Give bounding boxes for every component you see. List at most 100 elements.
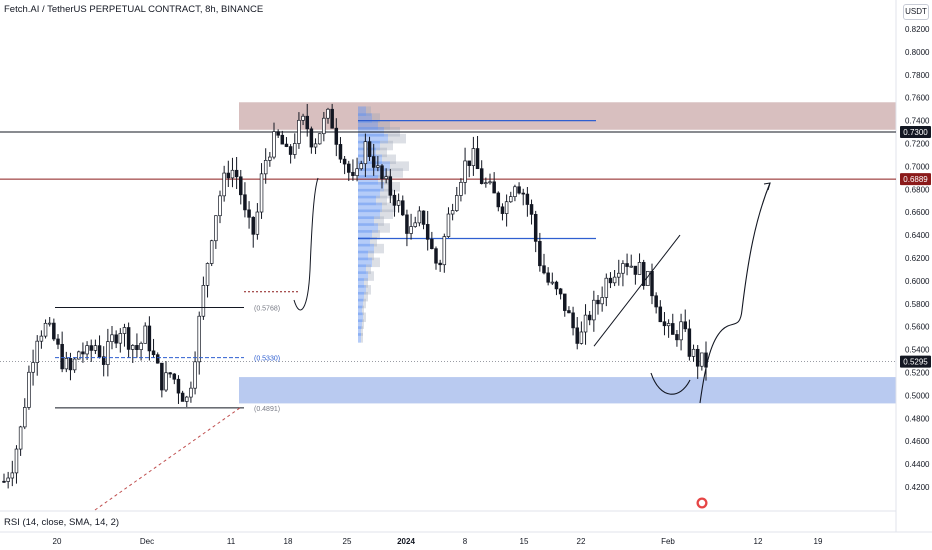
candle-body: [392, 194, 397, 206]
profile-bar: [358, 202, 382, 213]
candle-body: [479, 168, 484, 184]
profile-bar-secondary: [368, 271, 374, 281]
candle-body: [301, 115, 305, 121]
y-tick-label: 0.6400: [905, 231, 930, 240]
candle-body: [621, 263, 625, 274]
candle-body: [450, 210, 455, 215]
candle-body: [467, 160, 471, 166]
candle-body: [52, 322, 56, 340]
profile-bar: [358, 271, 368, 281]
candle-body: [654, 295, 658, 308]
x-tick-label: 8: [463, 537, 468, 546]
profile-bar: [358, 250, 368, 261]
candle-body: [695, 348, 700, 367]
candle-body: [6, 477, 10, 482]
price-axis[interactable]: 0.8200 0.8000 0.7800 0.7600 0.7400 0.7200 0.70…: [905, 25, 930, 492]
candle-body: [101, 356, 106, 365]
profile-bar: [358, 285, 366, 295]
candle-body: [529, 204, 534, 215]
profile-bar-secondary: [362, 319, 364, 329]
candle-body: [255, 211, 260, 235]
candle-body: [189, 387, 193, 398]
y-tick-label: 0.6800: [905, 185, 930, 194]
candle-body: [313, 143, 318, 148]
currency-button[interactable]: USDT: [903, 4, 929, 20]
candle-body: [700, 352, 704, 367]
rsi-indicator-label[interactable]: RSI (14, close, SMA, 14, 2): [4, 517, 120, 528]
profile-bar-secondary: [366, 106, 371, 116]
candle-body: [583, 314, 588, 333]
profile-bar-secondary: [376, 147, 387, 158]
candle-body: [297, 119, 301, 144]
candle-body: [396, 200, 401, 206]
candle-body: [633, 265, 638, 275]
candle-body: [135, 345, 139, 350]
candle-body: [492, 181, 496, 194]
candle-body: [525, 193, 530, 205]
candle-body: [39, 335, 44, 342]
candle-body: [587, 314, 592, 321]
profile-bar-secondary: [380, 188, 393, 199]
candle-body: [193, 361, 197, 389]
candle-body: [326, 108, 330, 119]
candle-body: [106, 341, 110, 365]
time-axis[interactable]: 20 Dec 11 18 25 2024 8 15 22 Feb 12 19: [53, 537, 823, 546]
candle-body: [513, 186, 517, 197]
candle-body: [421, 210, 426, 225]
candle-body: [662, 321, 667, 327]
candle-body: [263, 160, 268, 175]
profile-bar: [358, 188, 380, 199]
x-tick-label: 12: [754, 537, 763, 546]
candle-body: [155, 354, 160, 364]
profile-bar: [358, 120, 378, 130]
demand-zone: [239, 377, 896, 404]
candle-body: [542, 265, 546, 274]
candle-body: [126, 327, 131, 350]
y-tick-label: 0.5600: [905, 323, 930, 332]
candle-body: [371, 156, 376, 168]
y-tick-label: 0.5200: [905, 369, 930, 378]
candle-body: [243, 194, 247, 211]
candle-body: [637, 262, 642, 275]
candle-body: [596, 299, 600, 305]
candle-body: [322, 117, 326, 135]
candle-body: [484, 182, 488, 185]
profile-bar: [358, 264, 366, 274]
candle-body: [604, 277, 609, 298]
profile-bar: [358, 278, 364, 288]
price-tag-label: 0.7300: [903, 128, 928, 137]
candle-body: [504, 201, 509, 214]
candle-body: [85, 345, 89, 355]
candle-body: [10, 472, 15, 479]
y-tick-label: 0.7000: [905, 162, 930, 171]
profile-bar: [358, 326, 361, 336]
candle-body: [168, 372, 172, 375]
candle-body: [47, 322, 52, 325]
profile-bar-secondary: [388, 133, 406, 144]
level-labels: (0.5768) (0.5330) (0.4891): [254, 305, 280, 412]
candle-body: [459, 181, 463, 196]
profile-bar-secondary: [380, 209, 393, 219]
y-tick-label: 0.6000: [905, 277, 930, 286]
supply-zone: [239, 102, 896, 130]
candle-body: [2, 480, 6, 483]
profile-bar-secondary: [364, 278, 368, 288]
candle-body: [218, 195, 222, 217]
candle-body: [496, 192, 501, 208]
candle-body: [14, 448, 19, 474]
event-marker-inner: [698, 499, 706, 507]
y-tick-label: 0.4800: [905, 414, 930, 423]
candle-body: [413, 222, 417, 227]
candle-body: [284, 143, 289, 147]
candle-body: [209, 240, 214, 264]
candle-body: [68, 358, 73, 371]
candle-body: [259, 173, 264, 213]
candle-body: [160, 362, 164, 391]
candle-body: [567, 310, 571, 314]
profile-bar-secondary: [363, 298, 366, 309]
drawings-layer: [55, 177, 771, 511]
profile-bar: [358, 230, 372, 240]
x-tick-label: 11: [227, 537, 236, 546]
candle-body: [234, 169, 239, 178]
